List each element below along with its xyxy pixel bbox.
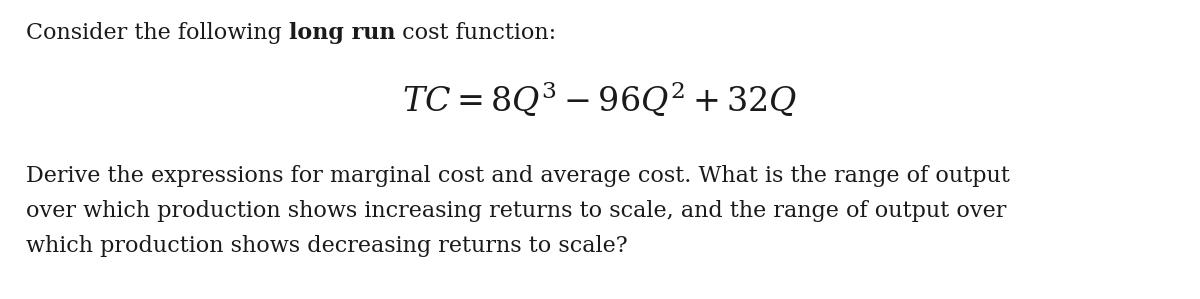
Text: cost function:: cost function: <box>395 22 557 44</box>
Text: which production shows decreasing returns to scale?: which production shows decreasing return… <box>26 235 628 257</box>
Text: long run: long run <box>289 22 395 44</box>
Text: over which production shows increasing returns to scale, and the range of output: over which production shows increasing r… <box>26 200 1007 222</box>
Text: Derive the expressions for marginal cost and average cost. What is the range of : Derive the expressions for marginal cost… <box>26 165 1010 187</box>
Text: $\mathit{TC} = 8\mathit{Q}^3 - 96\mathit{Q}^2 + 32\mathit{Q}$: $\mathit{TC} = 8\mathit{Q}^3 - 96\mathit… <box>402 80 798 119</box>
Text: Consider the following: Consider the following <box>26 22 289 44</box>
